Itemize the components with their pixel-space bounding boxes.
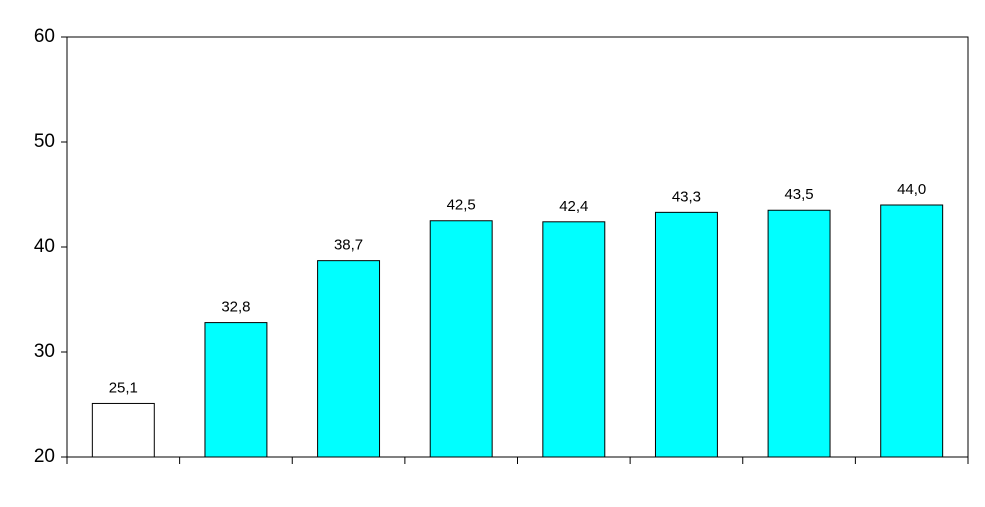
bar (542, 221, 606, 458)
value-label: 38,7 (334, 237, 363, 254)
bar (767, 209, 831, 458)
y-tick-label: 40 (34, 236, 55, 257)
value-label: 25,1 (109, 379, 138, 396)
value-label: 43,5 (784, 186, 813, 203)
bar (317, 260, 381, 458)
bar (880, 204, 944, 458)
plot-frame (66, 36, 969, 458)
value-label: 43,3 (672, 188, 701, 205)
bar (204, 322, 268, 458)
value-label: 32,8 (221, 299, 250, 316)
bar (91, 402, 155, 458)
bar (429, 220, 493, 458)
y-tick-label: 20 (34, 446, 55, 467)
y-tick-label: 60 (34, 26, 55, 47)
bar (654, 211, 718, 458)
value-label: 44,0 (897, 181, 926, 198)
y-tick-label: 30 (34, 341, 55, 362)
y-tick-label: 50 (34, 131, 55, 152)
value-label: 42,4 (559, 198, 588, 215)
value-label: 42,5 (447, 197, 476, 214)
